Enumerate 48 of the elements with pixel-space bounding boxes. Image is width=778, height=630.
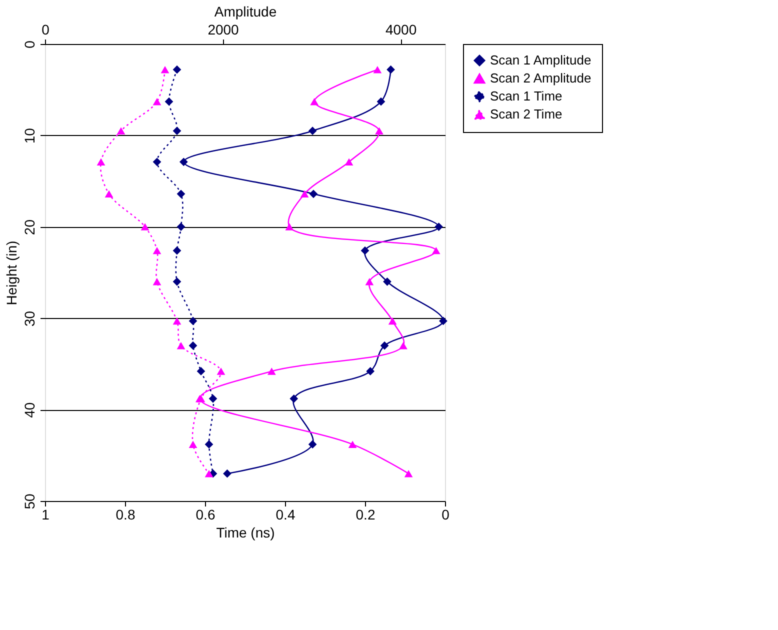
point [172,277,182,286]
point [96,158,106,166]
legend-label: Scan 2 Time [490,106,562,122]
x2-tick-label: 0 [42,22,50,38]
point [204,440,214,449]
point [104,190,114,198]
point [176,190,186,198]
x-axis-title: Time (ns) [216,524,275,540]
y-tick-label: 0 [22,40,38,48]
x-tick-label: 0.6 [196,506,216,522]
point [188,341,198,350]
y-axis-title: Height (in) [4,240,20,306]
point [176,342,186,350]
point [152,98,162,106]
y-tick-label: 50 [22,494,38,510]
point [196,367,206,376]
point [152,278,162,286]
point [152,158,162,166]
legend-label: Scan 1 Time [490,88,562,104]
x-tick-label: 0.4 [276,506,296,522]
point [208,394,218,403]
x2-tick-label: 4000 [385,22,417,38]
point [172,246,182,255]
x-tick-label: 0.8 [116,506,136,522]
x-tick-label: 1 [42,506,50,522]
point [172,126,182,136]
point [188,316,198,326]
point [160,66,170,74]
x2-tick-label: 2000 [208,22,240,38]
point [164,97,174,106]
point [172,317,182,325]
point [204,470,214,478]
y-tick-label: 10 [22,128,38,144]
y-tick-label: 30 [22,310,38,326]
x-tick-label: 0.2 [356,506,376,522]
legend-label: Scan 2 Amplitude [490,70,592,86]
point [116,127,126,134]
y-tick-label: 40 [22,402,38,418]
point [152,246,162,254]
legend-label: Scan 1 Amplitude [490,52,592,68]
point [140,223,150,230]
y-tick-label: 20 [22,219,38,236]
x2-axis-title: Amplitude [214,4,277,20]
x-tick-label: 0 [442,506,450,522]
point [188,440,198,448]
point [172,65,182,74]
point [216,368,226,375]
point [176,222,186,231]
